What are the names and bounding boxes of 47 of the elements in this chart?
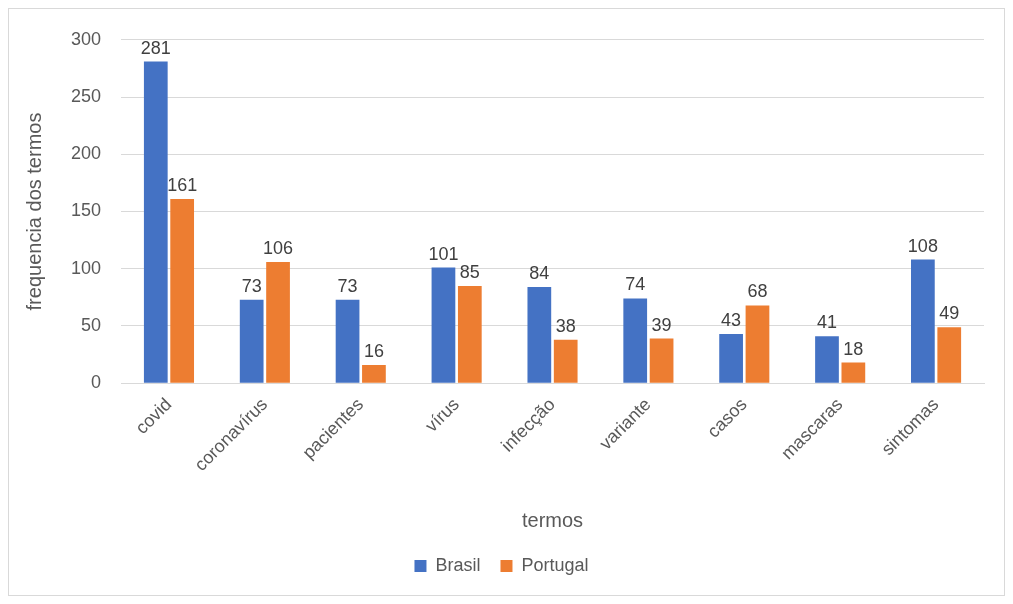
y-tick-label: 200 [70, 143, 102, 164]
y-tick-label: 0 [91, 372, 102, 393]
bar [841, 362, 866, 383]
y-tick-label: 150 [70, 200, 102, 221]
bar [553, 339, 578, 383]
data-label: 16 [363, 340, 384, 361]
y-tick-label: 100 [70, 257, 102, 278]
data-label: 281 [140, 37, 171, 58]
data-label: 101 [428, 243, 459, 264]
bar [266, 261, 290, 383]
data-label: 41 [816, 312, 837, 333]
bar [362, 364, 386, 383]
bar [815, 336, 839, 383]
bar [649, 338, 674, 383]
legend-label: Brasil [435, 554, 481, 575]
bar [527, 287, 552, 383]
bar [431, 267, 456, 383]
y-tick-label: 50 [81, 314, 102, 335]
data-label: 68 [747, 281, 768, 302]
bar [143, 61, 168, 383]
data-label: 18 [843, 338, 864, 359]
y-tick-label: 250 [70, 86, 102, 107]
bar [937, 327, 962, 383]
bar [335, 299, 360, 383]
bar [719, 334, 743, 383]
data-label: 106 [263, 237, 294, 258]
data-label: 49 [939, 303, 960, 324]
data-label: 84 [529, 263, 550, 284]
data-label: 108 [907, 235, 938, 256]
data-label: 39 [651, 314, 672, 335]
bar [745, 305, 770, 383]
y-tick-label: 300 [70, 28, 102, 49]
bar [457, 285, 482, 383]
data-label: 43 [721, 309, 742, 330]
data-label: 85 [459, 261, 480, 282]
x-axis-title: termos [521, 508, 584, 531]
data-label: 161 [167, 174, 198, 195]
data-label: 38 [555, 315, 576, 336]
bar [623, 298, 648, 383]
bar [239, 299, 264, 383]
bar [170, 198, 195, 383]
y-axis-title: frequencia dos termos [22, 112, 45, 311]
data-label: 73 [241, 275, 262, 296]
data-label: 74 [625, 274, 646, 295]
legend-label: Portugal [521, 554, 589, 575]
data-label: 73 [337, 275, 358, 296]
bar [911, 259, 935, 383]
